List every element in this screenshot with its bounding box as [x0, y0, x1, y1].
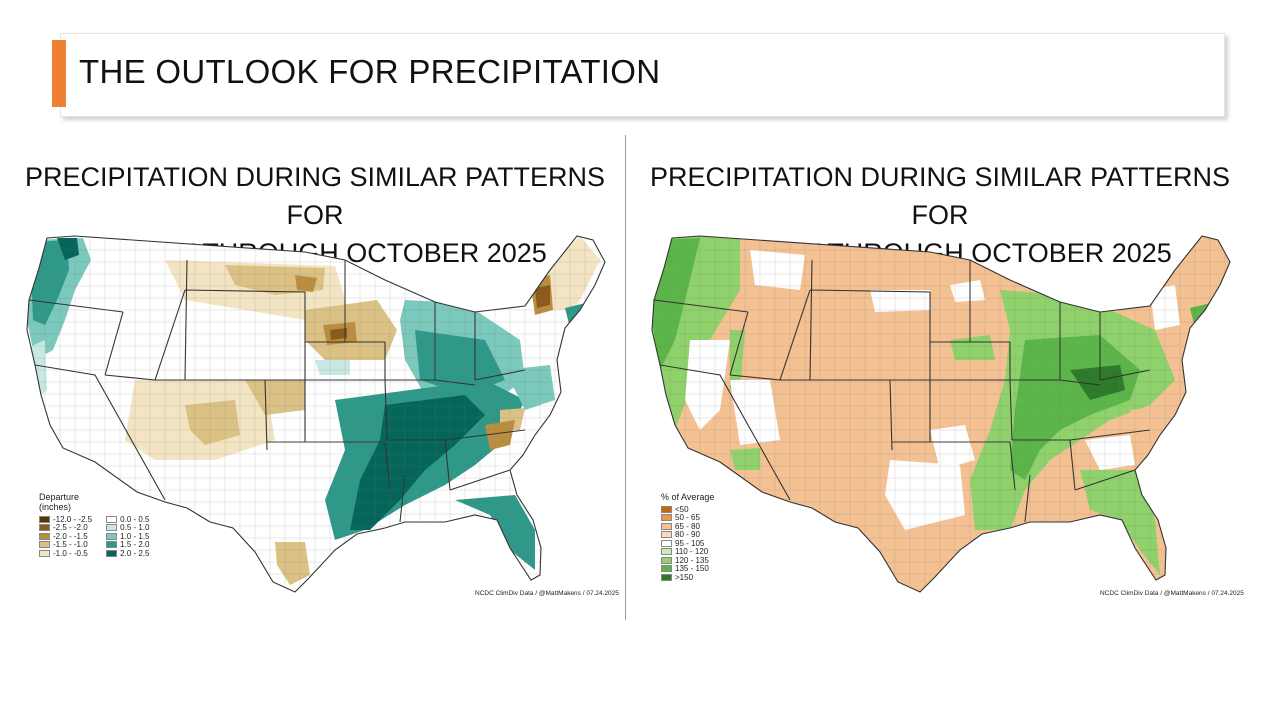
departure-legend-col2: 0.0 - 0.5 0.5 - 1.0 1.0 - 1.5 1.5 - 2.0 … — [106, 514, 150, 558]
legend-swatch — [661, 514, 672, 522]
legend-swatch — [661, 539, 672, 547]
panel-divider — [625, 135, 626, 620]
legend-label: 0.5 - 1.0 — [120, 523, 150, 533]
legend-row: -12.0 - -2.5 — [39, 515, 92, 524]
legend-label: -2.5 - -2.0 — [53, 523, 88, 533]
legend-swatch — [661, 573, 672, 581]
legend-row: >150 — [661, 573, 714, 582]
legend-swatch — [661, 505, 672, 513]
right-map-title-line1: PRECIPITATION DURING SIMILAR PATTERNS FO… — [649, 162, 1231, 230]
legend-label: <50 — [675, 504, 689, 514]
title-box — [60, 33, 1225, 117]
legend-swatch — [661, 565, 672, 573]
legend-label: 50 - 65 — [675, 513, 700, 523]
legend-row: <50 — [661, 505, 714, 514]
legend-swatch — [106, 532, 118, 540]
legend-label: 1.0 - 1.5 — [120, 531, 150, 541]
legend-row: 95 - 105 — [661, 539, 714, 548]
legend-label: -1.0 - -0.5 — [53, 548, 88, 558]
legend-swatch — [106, 515, 118, 523]
legend-row: 65 - 80 — [661, 522, 714, 531]
percent-of-average-map — [651, 235, 1231, 593]
legend-row: 50 - 65 — [661, 513, 714, 523]
legend-label: 1.5 - 2.0 — [120, 540, 150, 550]
legend-row: 135 - 150 — [661, 564, 714, 574]
legend-label: 2.0 - 2.5 — [120, 548, 150, 558]
percent-legend-title: % of Average — [661, 492, 715, 502]
legend-swatch — [39, 532, 50, 540]
legend-swatch — [106, 524, 118, 532]
legend-swatch — [661, 522, 672, 530]
legend-swatch — [39, 524, 50, 532]
legend-label: -1.5 - -1.0 — [53, 540, 88, 550]
legend-row: -2.0 - -1.5 — [39, 532, 92, 541]
legend-row: -1.0 - -0.5 — [39, 549, 92, 558]
legend-label: 110 - 120 — [675, 547, 709, 557]
legend-row: 0.5 - 1.0 — [106, 523, 150, 533]
departure-legend: Departure (inches) -12.0 - -2.5 -2.5 - -… — [39, 492, 150, 558]
left-map-credit: NCDC ClimDiv Data / @MattMakens / 07.24.… — [475, 590, 619, 597]
legend-label: 0.0 - 0.5 — [120, 514, 150, 524]
legend-label: -12.0 - -2.5 — [53, 514, 93, 524]
legend-swatch — [106, 541, 118, 549]
legend-row: 1.5 - 2.0 — [106, 540, 150, 550]
legend-row: 80 - 90 — [661, 530, 714, 540]
departure-legend-title: Departure (inches) — [39, 492, 150, 512]
right-map-credit: NCDC ClimDiv Data / @MattMakens / 07.24.… — [1100, 590, 1244, 597]
legend-label: 120 - 135 — [675, 555, 709, 565]
legend-swatch — [661, 548, 672, 556]
legend-swatch — [39, 515, 50, 523]
left-map-panel: PRECIPITATION DURING SIMILAR PATTERNS FO… — [5, 158, 625, 608]
right-map-panel: PRECIPITATION DURING SIMILAR PATTERNS FO… — [630, 158, 1250, 608]
legend-label: >150 — [675, 572, 694, 582]
legend-label: 65 - 80 — [675, 521, 700, 531]
departure-legend-title-line1: Departure — [39, 492, 80, 502]
legend-label: 135 - 150 — [675, 564, 709, 574]
legend-swatch — [661, 556, 672, 564]
slide-title: THE OUTLOOK FOR PRECIPITATION — [79, 53, 661, 90]
legend-row: 2.0 - 2.5 — [106, 548, 150, 558]
legend-row: -1.5 - -1.0 — [39, 540, 92, 550]
legend-swatch — [39, 541, 50, 549]
legend-row: -2.5 - -2.0 — [39, 523, 92, 533]
legend-label: 95 - 105 — [675, 538, 705, 548]
legend-row: 110 - 120 — [661, 547, 714, 557]
legend-label: 80 - 90 — [675, 530, 700, 540]
title-accent-bar — [52, 40, 66, 107]
legend-row: 120 - 135 — [661, 556, 714, 565]
left-map-title-line1: PRECIPITATION DURING SIMILAR PATTERNS FO… — [24, 162, 606, 230]
legend-label: -2.0 - -1.5 — [53, 531, 88, 541]
departure-legend-col1: -12.0 - -2.5 -2.5 - -2.0 -2.0 - -1.5 -1.… — [39, 515, 92, 558]
departure-map — [26, 235, 606, 593]
percent-legend: % of Average <50 50 - 65 65 - 80 80 - 90… — [661, 492, 714, 582]
departure-legend-title-line2: (inches) — [39, 502, 72, 512]
legend-swatch — [39, 549, 50, 557]
legend-swatch — [106, 549, 118, 557]
legend-swatch — [661, 531, 672, 539]
legend-row: 1.0 - 1.5 — [106, 531, 150, 541]
legend-row: 0.0 - 0.5 — [106, 514, 150, 524]
